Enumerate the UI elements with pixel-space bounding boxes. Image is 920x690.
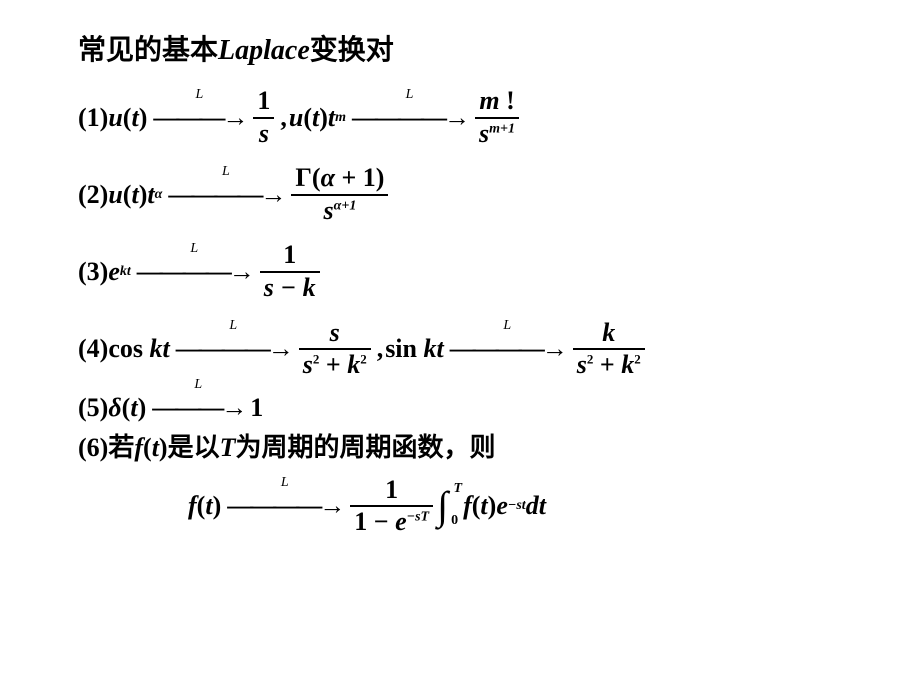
frac-gamma: Γ(α + 1) sα+1	[291, 163, 388, 226]
func-f: f	[188, 493, 197, 519]
paren-t: (t)	[123, 182, 148, 208]
formula-row-6-eq: f(t) L ————→ 1 1 − e−sT ∫ T 0 f(t)e−stdt	[188, 475, 920, 538]
frac-cos: s s2 + k2	[299, 318, 371, 381]
paren-t: (t)	[143, 435, 168, 461]
paren-t: (t)	[123, 105, 148, 131]
text-period-1: 是以	[168, 435, 220, 461]
exp-m: m	[335, 111, 346, 125]
formula-row-4: (4) cos kt L ————→ s s2 + k2 , sin kt L …	[78, 318, 920, 381]
func-u: u	[289, 105, 303, 131]
frac-sin: k s2 + k2	[573, 318, 645, 381]
comma: ,	[377, 336, 384, 362]
text-if: 若	[108, 435, 134, 461]
func-delta: δ	[108, 395, 121, 421]
paren-t: (t)	[197, 493, 222, 519]
func-u: u	[108, 105, 122, 131]
item-number: (1)	[78, 105, 108, 131]
laplace-arrow: L ————→	[227, 493, 342, 519]
frac-periodic: 1 1 − e−sT	[350, 475, 433, 538]
item-number: (2)	[78, 182, 108, 208]
item-number: (6)	[78, 435, 108, 461]
var-e: e	[496, 493, 508, 519]
var-e: e	[108, 259, 120, 285]
formula-row-2: (2) u(t)tα L ————→ Γ(α + 1) sα+1	[78, 163, 920, 226]
var-dt: dt	[526, 493, 546, 519]
func-cos: cos	[108, 336, 143, 362]
integral-icon: ∫ T 0	[437, 486, 448, 526]
frac-1-over-s: 1 s	[253, 86, 274, 149]
func-f: f	[463, 493, 472, 519]
laplace-arrow: L ———→	[153, 105, 245, 131]
title-suffix: 变换对	[310, 35, 394, 66]
page: 常见的基本Laplace变换对 (1) u(t) L ———→ 1 s , u(…	[0, 0, 920, 538]
frac-1-over-smk: 1 s − k	[260, 240, 320, 303]
exp-kt: kt	[120, 265, 131, 279]
page-title: 常见的基本Laplace变换对	[78, 28, 920, 68]
formula-row-3: (3) ekt L ————→ 1 s − k	[78, 240, 920, 303]
title-prefix: 常见的基本	[78, 35, 218, 66]
item-number: (4)	[78, 336, 108, 362]
laplace-arrow: L ————→	[352, 105, 467, 131]
item-number: (3)	[78, 259, 108, 285]
paren-t: (t)	[472, 493, 497, 519]
var-kt: kt	[424, 336, 444, 362]
var-kt: kt	[150, 336, 170, 362]
laplace-arrow: L ————→	[450, 336, 565, 362]
formula-row-5: (5) δ(t) L ———→ 1	[78, 395, 920, 421]
laplace-arrow: L ————→	[176, 336, 291, 362]
var-t: t	[328, 105, 335, 131]
title-latin: Laplace	[218, 35, 310, 66]
result-one: 1	[250, 395, 263, 421]
exp-alpha: α	[155, 188, 163, 202]
paren-t: (t)	[303, 105, 328, 131]
item-number: (5)	[78, 395, 108, 421]
func-sin: sin	[385, 336, 417, 362]
laplace-arrow: L ————→	[137, 259, 252, 285]
frac-mfact: m ! sm+1	[475, 86, 519, 149]
exp-neg-st: −st	[508, 499, 526, 513]
var-t: t	[147, 182, 154, 208]
comma: ,	[280, 105, 287, 131]
text-period-2: 为周期的周期函数，则	[236, 435, 496, 461]
func-u: u	[108, 182, 122, 208]
formula-row-6-text: (6) 若 f(t) 是以 T 为周期的周期函数，则	[78, 435, 920, 461]
func-f: f	[134, 435, 143, 461]
laplace-arrow: L ————→	[168, 182, 283, 208]
formula-row-1: (1) u(t) L ———→ 1 s , u(t)tm L ————→ m !…	[78, 86, 920, 149]
var-T: T	[220, 435, 236, 461]
paren-t: (t)	[122, 395, 147, 421]
laplace-arrow: L ———→	[152, 395, 244, 421]
